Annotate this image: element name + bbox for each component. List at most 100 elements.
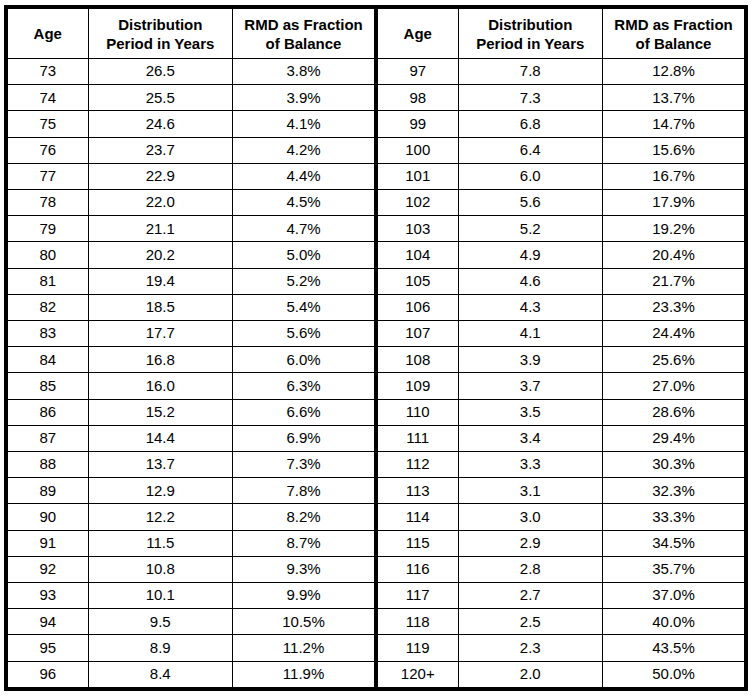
table-row: 1074.124.4% [378, 321, 744, 347]
distribution-period-cell: 11.5 [89, 531, 234, 556]
rmd-fraction-cell: 3.9% [233, 85, 374, 110]
table-row: 8317.75.6% [8, 321, 374, 347]
table-row: 958.911.2% [8, 635, 374, 661]
table-row: 1152.934.5% [378, 531, 744, 557]
distribution-period-cell: 2.3 [459, 635, 604, 660]
column-header-label: of Balance [266, 34, 342, 53]
rmd-fraction-cell: 35.7% [603, 557, 744, 582]
table-header-row: Age Distribution Period in Years RMD as … [378, 9, 744, 59]
table-row: 7921.14.7% [8, 216, 374, 242]
table-row: 1083.925.6% [378, 347, 744, 373]
distribution-period-cell: 10.8 [89, 557, 234, 582]
distribution-period-cell: 22.0 [89, 190, 234, 215]
rmd-fraction-cell: 7.8% [233, 478, 374, 503]
rmd-fraction-cell: 33.3% [603, 504, 744, 529]
rmd-fraction-cell: 3.8% [233, 59, 374, 84]
column-header-distribution-period: Distribution Period in Years [459, 9, 604, 58]
rmd-table: Age Distribution Period in Years RMD as … [4, 5, 748, 691]
rmd-fraction-cell: 50.0% [603, 662, 744, 687]
rmd-fraction-cell: 6.3% [233, 373, 374, 398]
table-row: 1172.737.0% [378, 583, 744, 609]
distribution-period-cell: 3.9 [459, 347, 604, 372]
age-cell: 77 [8, 164, 89, 189]
rmd-fraction-cell: 11.2% [233, 635, 374, 660]
rmd-fraction-cell: 29.4% [603, 426, 744, 451]
rmd-fraction-cell: 11.9% [233, 662, 374, 687]
rmd-fraction-cell: 5.4% [233, 295, 374, 320]
distribution-period-cell: 4.6 [459, 269, 604, 294]
rmd-fraction-cell: 19.2% [603, 216, 744, 241]
rmd-fraction-cell: 13.7% [603, 85, 744, 110]
distribution-period-cell: 3.1 [459, 478, 604, 503]
age-cell: 105 [378, 269, 459, 294]
age-cell: 103 [378, 216, 459, 241]
distribution-period-cell: 2.8 [459, 557, 604, 582]
table-row: 968.411.9% [8, 662, 374, 687]
table-row: 7822.04.5% [8, 190, 374, 216]
table-row: 8119.45.2% [8, 269, 374, 295]
table-row: 1054.621.7% [378, 269, 744, 295]
age-cell: 78 [8, 190, 89, 215]
distribution-period-cell: 7.8 [459, 59, 604, 84]
distribution-period-cell: 2.0 [459, 662, 604, 687]
column-header-label: of Balance [636, 34, 712, 53]
age-cell: 94 [8, 609, 89, 634]
column-header-label: Distribution [488, 15, 572, 34]
distribution-period-cell: 8.4 [89, 662, 234, 687]
age-cell: 75 [8, 111, 89, 136]
distribution-period-cell: 3.7 [459, 373, 604, 398]
distribution-period-cell: 21.1 [89, 216, 234, 241]
age-cell: 109 [378, 373, 459, 398]
distribution-period-cell: 20.2 [89, 242, 234, 267]
distribution-period-cell: 22.9 [89, 164, 234, 189]
distribution-period-cell: 12.2 [89, 504, 234, 529]
age-cell: 111 [378, 426, 459, 451]
column-header-label: Age [34, 24, 62, 43]
rmd-fraction-cell: 17.9% [603, 190, 744, 215]
age-cell: 90 [8, 504, 89, 529]
rmd-fraction-cell: 37.0% [603, 583, 744, 608]
table-row: 9012.28.2% [8, 504, 374, 530]
rmd-fraction-cell: 8.2% [233, 504, 374, 529]
age-cell: 120+ [378, 662, 459, 687]
table-row: 949.510.5% [8, 609, 374, 635]
distribution-period-cell: 13.7 [89, 452, 234, 477]
column-header-label: Age [404, 24, 432, 43]
distribution-period-cell: 7.3 [459, 85, 604, 110]
rmd-fraction-cell: 5.6% [233, 321, 374, 346]
rmd-fraction-cell: 27.0% [603, 373, 744, 398]
table-row: 7326.53.8% [8, 59, 374, 85]
age-cell: 81 [8, 269, 89, 294]
rmd-fraction-cell: 21.7% [603, 269, 744, 294]
table-row: 9111.58.7% [8, 531, 374, 557]
age-cell: 79 [8, 216, 89, 241]
table-row: 7425.53.9% [8, 85, 374, 111]
distribution-period-cell: 23.7 [89, 138, 234, 163]
age-cell: 76 [8, 138, 89, 163]
age-cell: 114 [378, 504, 459, 529]
distribution-period-cell: 17.7 [89, 321, 234, 346]
table-row: 1064.323.3% [378, 295, 744, 321]
rmd-fraction-cell: 6.0% [233, 347, 374, 372]
distribution-period-cell: 19.4 [89, 269, 234, 294]
table-row: 8020.25.0% [8, 242, 374, 268]
rmd-fraction-cell: 7.3% [233, 452, 374, 477]
age-cell: 73 [8, 59, 89, 84]
table-row: 1123.330.3% [378, 452, 744, 478]
distribution-period-cell: 8.9 [89, 635, 234, 660]
age-cell: 89 [8, 478, 89, 503]
age-cell: 83 [8, 321, 89, 346]
column-header-rmd-fraction: RMD as Fraction of Balance [603, 9, 744, 58]
rmd-fraction-cell: 12.8% [603, 59, 744, 84]
column-header-age: Age [378, 9, 459, 58]
age-cell: 85 [8, 373, 89, 398]
distribution-period-cell: 5.6 [459, 190, 604, 215]
column-header-rmd-fraction: RMD as Fraction of Balance [233, 9, 374, 58]
rmd-fraction-cell: 28.6% [603, 400, 744, 425]
rmd-fraction-cell: 20.4% [603, 242, 744, 267]
rmd-fraction-cell: 34.5% [603, 531, 744, 556]
rmd-fraction-cell: 24.4% [603, 321, 744, 346]
table-left-panel: Age Distribution Period in Years RMD as … [8, 9, 374, 687]
distribution-period-cell: 25.5 [89, 85, 234, 110]
rmd-fraction-cell: 23.3% [603, 295, 744, 320]
